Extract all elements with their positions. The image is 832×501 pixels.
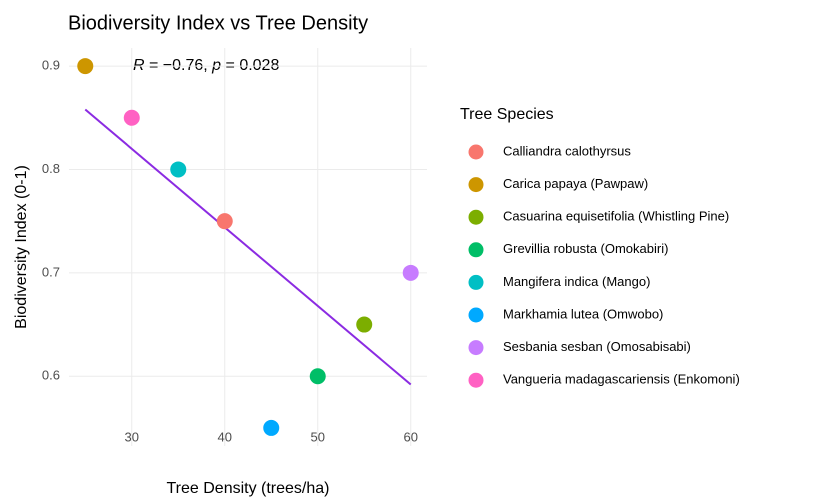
legend-swatch bbox=[468, 144, 484, 160]
x-tick-label: 60 bbox=[403, 429, 417, 444]
legend-label: Casuarina equisetifolia (Whistling Pine) bbox=[503, 209, 729, 224]
chart-title: Biodiversity Index vs Tree Density bbox=[68, 12, 368, 34]
legend-label: Carica papaya (Pawpaw) bbox=[503, 176, 648, 191]
legend-swatch bbox=[468, 209, 484, 225]
point bbox=[402, 264, 419, 281]
x-tick-label: 50 bbox=[311, 429, 325, 444]
legend-swatch bbox=[468, 372, 484, 388]
x-axis-title: Tree Density (trees/ha) bbox=[166, 480, 329, 497]
y-tick-label: 0.7 bbox=[42, 264, 60, 279]
legend-swatch bbox=[468, 177, 484, 193]
trend-line bbox=[84, 108, 412, 386]
legend-title: Tree Species bbox=[460, 106, 554, 123]
legend-label: Mangifera indica (Mango) bbox=[503, 274, 650, 289]
legend-label: Sesbania sesban (Omosabisabi) bbox=[503, 339, 691, 354]
y-tick-label: 0.9 bbox=[42, 58, 60, 73]
y-axis-title: Biodiversity Index (0-1) bbox=[13, 165, 30, 329]
point bbox=[309, 368, 326, 385]
x-tick-label: 30 bbox=[125, 429, 139, 444]
point bbox=[356, 316, 373, 333]
y-tick-label: 0.8 bbox=[42, 161, 60, 176]
legend-label: Calliandra calothyrsus bbox=[503, 143, 631, 158]
point bbox=[77, 58, 94, 75]
legend-label: Vangueria madagascariensis (Enkomoni) bbox=[503, 372, 740, 387]
point bbox=[216, 213, 233, 230]
x-tick-label: 40 bbox=[218, 429, 232, 444]
y-tick-label: 0.6 bbox=[42, 368, 60, 383]
point bbox=[123, 109, 140, 126]
legend-label: Grevillia robusta (Omokabiri) bbox=[503, 241, 668, 256]
point bbox=[170, 161, 187, 178]
grid-layer bbox=[69, 48, 427, 446]
legend-swatch bbox=[468, 242, 484, 258]
legend-swatch bbox=[468, 340, 484, 356]
legend-swatch bbox=[468, 274, 484, 290]
legend-swatch bbox=[468, 307, 484, 323]
legend-label: Markhamia lutea (Omwobo) bbox=[503, 306, 663, 321]
point bbox=[263, 419, 280, 436]
